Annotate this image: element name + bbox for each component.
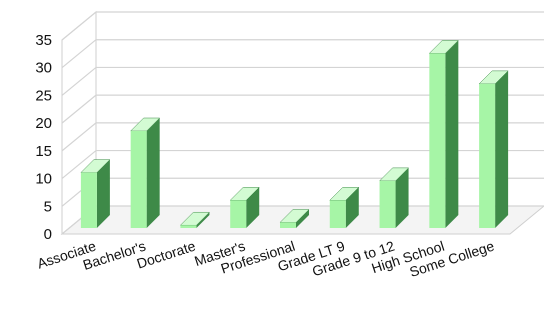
y-tick-label: 35 — [35, 32, 52, 49]
bar-side — [296, 209, 309, 228]
bar-side — [146, 118, 160, 228]
bar-front — [230, 200, 247, 228]
gridline — [61, 66, 544, 96]
bar — [130, 117, 161, 228]
bar-front — [379, 180, 396, 228]
bar-side — [246, 187, 260, 228]
bar-side — [196, 212, 210, 228]
bar-side — [495, 70, 509, 228]
bar-front — [80, 172, 97, 228]
bar-front — [180, 225, 197, 228]
bar-front — [329, 200, 346, 228]
bar-front — [130, 131, 147, 228]
bar — [229, 187, 260, 228]
gridline — [61, 11, 544, 41]
bar-front — [479, 83, 496, 228]
y-axis-ticks: 0 5 10 15 20 25 30 35 — [35, 32, 52, 243]
bar — [478, 70, 509, 228]
y-tick-label: 10 — [35, 171, 52, 188]
bar — [428, 40, 459, 229]
x-axis-labels: AssociateBachelor'sDoctorateMaster'sProf… — [35, 238, 496, 280]
y-tick-label: 0 — [44, 226, 52, 243]
bar-side — [345, 187, 359, 228]
bars — [80, 40, 509, 229]
y-tick-label: 25 — [35, 87, 52, 104]
bar-side — [445, 40, 459, 229]
y-tick-label: 30 — [35, 60, 52, 77]
y-tick-label: 15 — [35, 143, 52, 160]
bar — [329, 187, 360, 228]
bar-front — [280, 222, 296, 228]
gridline — [61, 94, 544, 124]
bar-side — [395, 167, 409, 228]
gridline — [61, 149, 544, 180]
bar — [279, 209, 310, 228]
bar-side — [96, 159, 110, 228]
bar — [80, 159, 111, 228]
gridline — [61, 122, 544, 152]
y-tick-label: 20 — [35, 115, 52, 132]
bar — [179, 211, 211, 228]
bar-front — [429, 53, 446, 229]
gridline — [61, 39, 544, 69]
bar — [378, 167, 410, 228]
y-tick-label: 5 — [44, 198, 52, 215]
